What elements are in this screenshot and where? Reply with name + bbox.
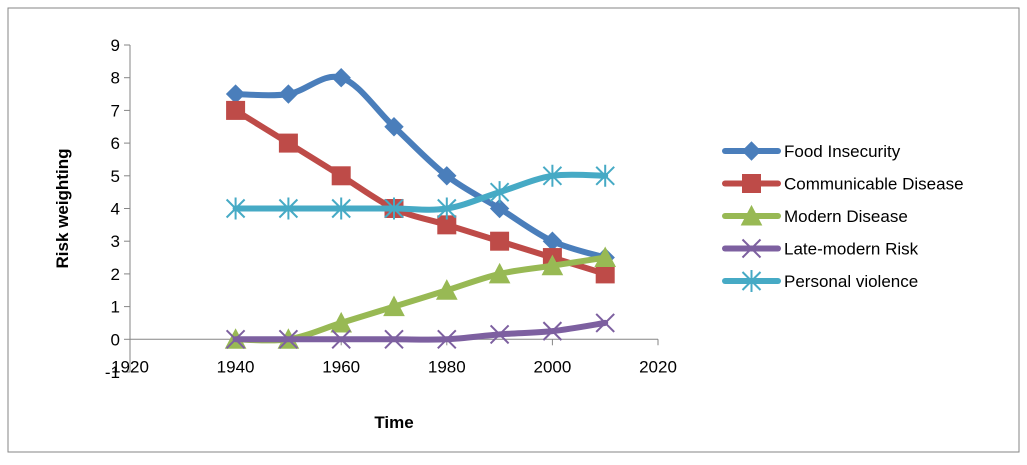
data-point-star [384,197,404,220]
legend-label: Personal violence [784,272,918,291]
data-point-square [742,174,761,193]
y-tick-label: -1 [105,363,120,382]
data-point-diamond [278,84,299,104]
data-point-star [595,164,615,187]
legend-entry-4: Personal violence [722,270,918,292]
x-axis-title: Time [374,413,413,432]
data-point-star [489,181,510,204]
y-tick-label: 2 [111,265,120,284]
legend-entry-2: Modern Disease [722,204,908,226]
series-line [232,171,609,213]
data-point-x [331,329,351,350]
series-0 [225,67,615,268]
data-point-diamond [437,166,457,186]
x-tick-label: 1960 [322,357,360,376]
legend-label: Modern Disease [784,207,908,226]
data-point-triangle [435,279,458,300]
data-point-star [278,197,299,220]
data-point-square [331,166,351,186]
data-point-square [226,100,246,120]
data-point-x [225,329,246,350]
y-tick-label: 0 [111,330,120,349]
data-point-diamond [384,117,404,137]
data-point-square [278,133,298,153]
data-point-x [595,313,615,333]
series-line [232,319,609,343]
data-point-diamond [331,67,351,88]
data-point-star [437,197,457,220]
y-tick-label: 6 [111,134,120,153]
x-tick-label: 1940 [217,357,255,376]
series-3 [225,313,615,350]
data-point-triangle [541,254,564,276]
y-tick-label: 5 [111,167,120,186]
legend-entry-1: Communicable Disease [722,174,964,194]
data-point-triangle [330,311,353,333]
data-point-x [384,329,404,350]
chart-border [7,7,1020,453]
data-point-x [741,238,762,259]
data-point-star [225,197,246,220]
data-point-x [542,321,563,341]
y-tick-label: 7 [111,101,120,120]
data-point-star [331,197,351,220]
y-tick-label: 8 [111,69,120,88]
series-4 [225,164,615,220]
x-tick-label: 2020 [639,357,677,376]
y-tick-label: 3 [111,232,120,251]
y-tick-label: 1 [111,298,120,317]
x-tick-label: 2000 [533,357,571,376]
legend-label: Communicable Disease [784,175,964,194]
x-tick-label: 1920 [111,357,149,376]
data-point-triangle [740,204,763,226]
data-point-x [489,324,510,345]
legend-entry-0: Food Insecurity [722,141,901,161]
data-point-square [490,231,510,251]
legend-label: Late-modern Risk [784,240,919,259]
data-point-star [741,270,762,292]
y-axis-title: Risk weighting [53,149,72,269]
data-point-square [595,264,615,284]
data-point-star [542,164,563,187]
legend: Food Insecurity Communicable Disease Moder… [722,141,964,292]
y-tick-label: 9 [111,36,120,55]
x-tick-label: 1980 [428,357,466,376]
data-point-triangle [594,246,617,268]
data-point-diamond [741,141,762,161]
y-tick-label: 4 [111,200,120,219]
legend-entry-3: Late-modern Risk [722,238,919,259]
data-point-diamond [489,198,510,219]
data-point-x [278,329,299,350]
series-lines [224,67,617,350]
data-point-triangle [488,262,511,284]
data-point-x [437,329,457,350]
data-point-triangle [383,295,405,317]
legend-label: Food Insecurity [784,142,901,161]
